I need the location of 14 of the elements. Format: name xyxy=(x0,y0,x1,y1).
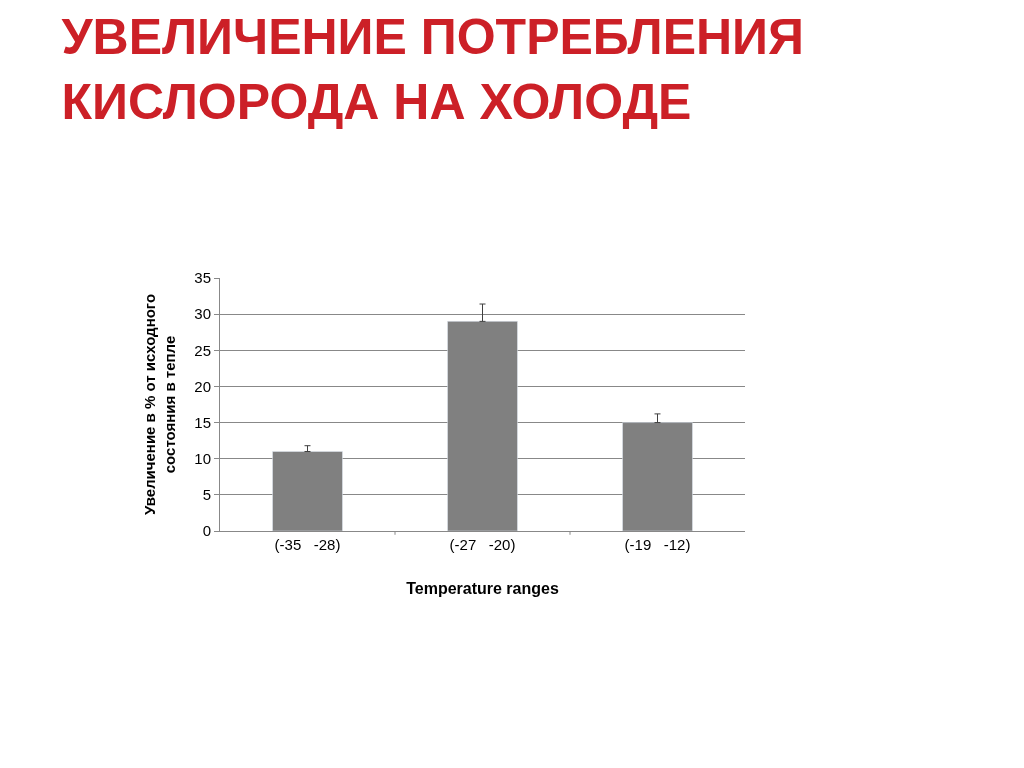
x-tick-label: (-35 -28) xyxy=(274,536,341,553)
x-tick-label: (-19 -12) xyxy=(624,536,691,553)
y-axis-title: Увеличение в % от исходного состояния в тепле xyxy=(141,293,178,516)
y-tick-label: 20 xyxy=(194,377,211,395)
x-tick-label: (-27 -20) xyxy=(449,536,516,553)
y-tick-label: 5 xyxy=(202,486,211,504)
y-tick-label: 0 xyxy=(202,522,211,540)
x-axis-title: Temperature ranges xyxy=(406,579,559,597)
y-tick-label: 35 xyxy=(194,269,211,287)
y-tick-label: 10 xyxy=(194,449,211,467)
y-tick-label: 15 xyxy=(194,413,211,431)
chart-title: УВЕЛИЧЕНИЕ ПОТРЕБЛЕНИЯ КИСЛОРОДА НА ХОЛОДЕ xyxy=(61,8,804,130)
y-tick-label: 30 xyxy=(194,305,211,323)
y-tick-label: 25 xyxy=(194,341,211,359)
